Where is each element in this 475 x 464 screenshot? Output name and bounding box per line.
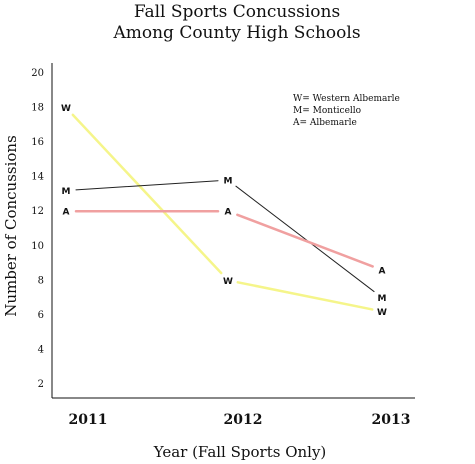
y-tick-label: 20	[31, 68, 44, 79]
y-tick-label: 4	[38, 344, 44, 355]
y-tick-label: 2	[38, 379, 44, 390]
x-tick-label: 2011	[69, 412, 108, 428]
legend-entry-monticello: M= Monticello	[293, 106, 361, 116]
legend-entry-albemarle: A= Albemarle	[292, 118, 357, 128]
y-tick-label: 16	[31, 137, 44, 148]
y-axis-label: Number of Concussions	[2, 135, 20, 317]
x-tick-label: 2013	[372, 412, 411, 428]
y-tick-label: 8	[38, 275, 44, 286]
x-axis-label: Year (Fall Sports Only)	[153, 443, 327, 461]
series-marker-w: W	[223, 277, 233, 287]
y-tick-label: 14	[31, 172, 44, 183]
series-lines	[71, 113, 375, 311]
series-line-a	[236, 213, 374, 268]
series-line-w	[71, 113, 223, 275]
y-tick-label: 10	[31, 241, 44, 252]
series-marker-a: A	[379, 266, 386, 276]
series-marker-m: M	[378, 294, 387, 304]
x-tick-labels: 2011 2012 2013	[69, 412, 411, 428]
y-tick-label: 18	[31, 103, 44, 114]
series-marker-w: W	[61, 104, 71, 114]
series-marker-w: W	[377, 308, 387, 318]
series-line-w	[236, 281, 374, 311]
y-tick-label: 12	[31, 206, 44, 217]
y-tick-label: 6	[38, 310, 44, 321]
series-line-m	[235, 185, 375, 293]
y-tick-labels: 2 4 6 8 10 12 14 16 18 20	[31, 68, 44, 390]
series-marker-a: A	[63, 208, 70, 218]
series-marker-m: M	[62, 187, 71, 197]
series-marker-a: A	[225, 208, 232, 218]
chart-title-line-1: Fall Sports Concussions	[134, 2, 340, 22]
x-tick-label: 2012	[224, 412, 263, 428]
chart-title-line-2: Among County High Schools	[112, 23, 360, 43]
legend-entry-western-albemarle: W= Western Albemarle	[293, 94, 400, 104]
legend: W= Western Albemarle M= Monticello A= Al…	[292, 94, 400, 128]
series-line-m	[75, 180, 219, 191]
series-marker-m: M	[224, 177, 233, 187]
